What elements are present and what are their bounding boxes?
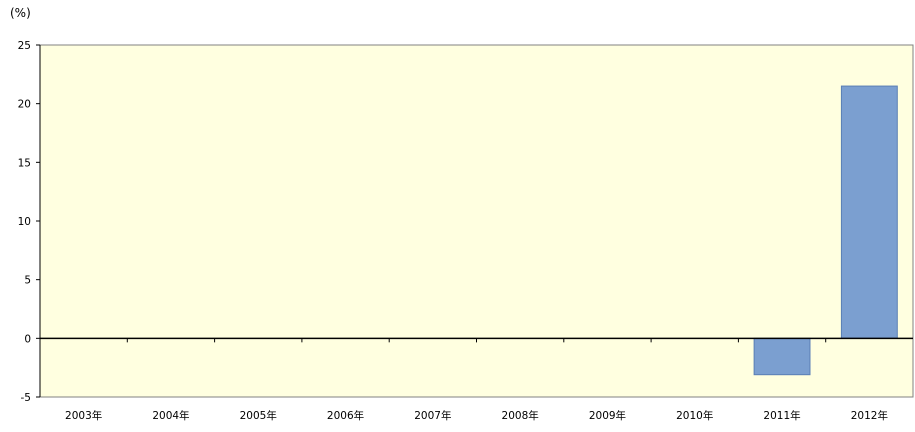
y-tick-label: -5 [21,392,31,404]
x-tick-label: 2010年 [676,409,713,422]
y-tick-label: 20 [18,99,31,111]
x-tick-label: 2006年 [327,409,364,422]
x-tick-label: 2008年 [502,409,539,422]
x-axis: 2003年 2004年 2005年 2006年 2007年 2008年 2009年 2010年… [65,338,888,422]
y-tick-label: 25 [18,40,31,52]
bar-9 [840,85,898,339]
x-tick-label: 2003年 [65,409,102,422]
y-tick-label: 5 [24,275,31,287]
bars-group [753,85,898,376]
y-tick-label: 15 [18,157,31,169]
x-tick-label: 2004年 [152,409,189,422]
bar-8 [753,337,811,376]
x-tick-label: 2009年 [589,409,626,422]
y-tick-label: 10 [18,216,31,228]
x-tick-label: 2005年 [240,409,277,422]
y-unit-label: (%) [10,6,31,20]
x-tick-label: 2012年 [851,409,888,422]
x-tick-label: 2007年 [414,409,451,422]
y-tick-label: 0 [24,333,31,345]
x-tick-label: 2011年 [763,409,800,422]
